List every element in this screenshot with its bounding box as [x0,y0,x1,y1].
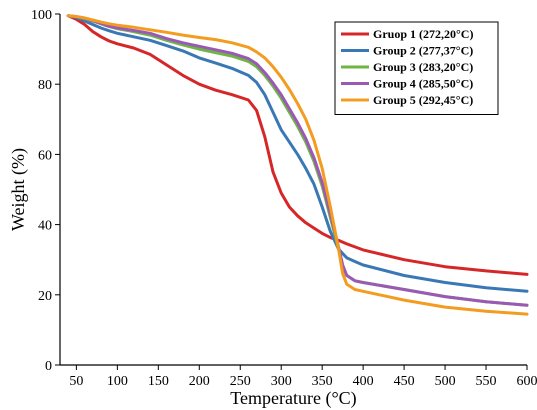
series-line-1 [66,14,529,276]
x-tick-label: 250 [230,374,251,389]
x-tick-label: 600 [517,374,537,389]
y-axis-title: Weight (%) [8,148,29,231]
x-tick-label: 350 [312,374,333,389]
x-tick-label: 400 [353,374,374,389]
y-tick-label: 40 [38,219,52,234]
series-line-2 [66,14,529,293]
series-layer [66,14,529,316]
x-tick-label: 100 [107,374,128,389]
legend-label: Group 4 (285,50°C) [373,77,473,91]
legend-label: Gruop 1 (272,20°C) [373,27,473,41]
legend-items: Gruop 1 (272,20°C) Group 2 (277,37°C) Grou… [341,27,473,107]
x-ticks: 50 100 150 200 250 300 350 400 450 500 550 600 [69,365,537,389]
x-tick-label: 550 [476,374,497,389]
x-tick-label: 500 [435,374,456,389]
series-line-5 [66,14,529,316]
legend-label: Group 5 (292,45°C) [373,93,473,107]
x-tick-label: 450 [394,374,415,389]
y-tick-label: 0 [45,359,52,374]
x-tick-label: 300 [271,374,292,389]
y-tick-label: 20 [38,289,52,304]
x-axis-title: Temperature (°C) [230,388,356,409]
x-tick-label: 50 [69,374,83,389]
legend: Gruop 1 (272,20°C) Group 2 (277,37°C) Grou… [334,21,499,115]
x-tick-label: 200 [189,374,210,389]
y-tick-label: 100 [31,8,52,23]
axes-layer [59,14,527,366]
y-tick-label: 80 [38,78,52,93]
x-tick-label: 150 [148,374,169,389]
y-tick-label: 60 [38,148,52,163]
legend-label: Group 2 (277,37°C) [373,44,473,58]
legend-label: Group 3 (283,20°C) [373,60,473,74]
y-ticks: 0 20 40 60 80 100 [31,8,60,374]
series-line-4 [66,14,529,307]
